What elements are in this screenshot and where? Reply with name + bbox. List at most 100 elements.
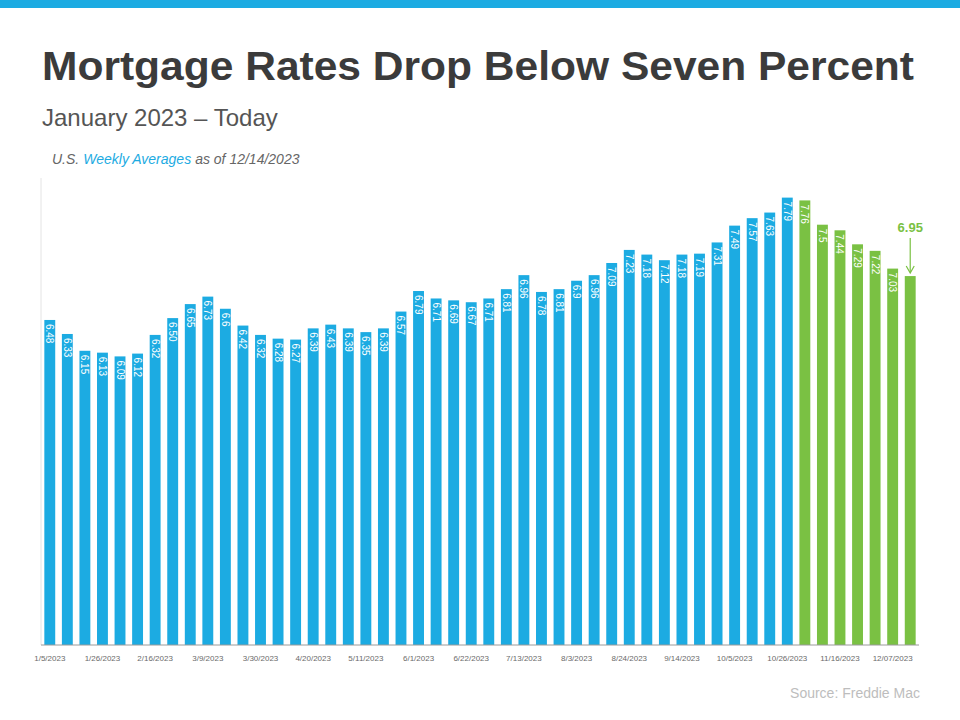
bar	[518, 275, 529, 645]
x-tick-label: 8/24/2023	[611, 654, 647, 663]
bar	[115, 356, 126, 645]
bar	[799, 200, 810, 645]
data-label: 6.33	[62, 338, 73, 358]
bar	[44, 320, 55, 645]
bars	[44, 198, 915, 645]
data-label: 6.13	[97, 357, 108, 377]
bar	[536, 292, 547, 645]
data-label: 7.09	[606, 267, 617, 287]
bar	[255, 335, 266, 645]
data-label: 6.6	[220, 313, 231, 327]
x-tick-label: 6/22/2023	[453, 654, 489, 663]
bar	[764, 213, 775, 645]
data-label: 6.09	[115, 360, 126, 380]
subtitle: January 2023 – Today	[42, 104, 278, 131]
bar	[887, 269, 898, 645]
bar	[308, 328, 319, 645]
bar	[132, 354, 143, 645]
bar	[641, 255, 652, 645]
data-label: 6.42	[237, 330, 248, 350]
data-label: 6.73	[202, 301, 213, 321]
data-label: 6.96	[518, 279, 529, 299]
x-tick-label: 1/26/2023	[85, 654, 121, 663]
annotation-arrowhead	[906, 266, 914, 273]
data-label: 6.57	[395, 316, 406, 336]
bar	[396, 312, 407, 645]
bar	[571, 281, 582, 645]
data-label: 7.57	[747, 222, 758, 242]
data-label: 6.39	[308, 332, 319, 352]
bar	[905, 276, 916, 645]
data-label: 6.32	[150, 339, 161, 359]
data-label: 7.29	[852, 248, 863, 268]
bar	[202, 297, 213, 645]
data-label: 7.44	[834, 234, 845, 254]
bar	[624, 250, 635, 645]
data-label: 7.12	[659, 264, 670, 284]
x-tick-label: 6/1/2023	[403, 654, 435, 663]
data-label: 7.5	[817, 229, 828, 243]
bar	[870, 251, 881, 645]
bar	[378, 328, 389, 645]
title: Mortgage Rates Drop Below Seven Percent	[42, 44, 914, 88]
data-label: 6.43	[325, 329, 336, 349]
note-part: Weekly Averages	[83, 151, 191, 167]
data-label: 7.49	[729, 230, 740, 250]
note-part: U.S.	[52, 151, 79, 167]
bar	[431, 298, 442, 645]
data-label: 7.03	[887, 273, 898, 293]
data-label: 6.35	[360, 336, 371, 356]
bar	[273, 339, 284, 645]
annotation-arrow	[910, 238, 911, 272]
data-label: 6.81	[554, 293, 565, 313]
data-label: 6.96	[589, 279, 600, 299]
data-label: 6.95	[898, 220, 923, 235]
bar	[554, 289, 565, 645]
data-label: 6.27	[290, 344, 301, 364]
data-label: 6.50	[167, 322, 178, 342]
bar	[448, 300, 459, 645]
note-part: as of 12/14/2023	[195, 151, 300, 167]
bar	[694, 254, 705, 645]
x-tick-label: 3/30/2023	[243, 654, 279, 663]
data-label: 7.22	[870, 255, 881, 275]
bar	[483, 298, 494, 645]
top-stripe	[0, 0, 960, 8]
bar	[413, 291, 424, 645]
x-tick-label: 10/26/2023	[767, 654, 808, 663]
bar	[729, 226, 740, 645]
data-label: 6.79	[413, 295, 424, 315]
bar	[150, 335, 161, 645]
data-label: 6.81	[501, 293, 512, 313]
x-tick-label: 7/13/2023	[506, 654, 542, 663]
bar	[360, 332, 371, 645]
x-tick-label: 8/3/2023	[561, 654, 593, 663]
data-label: 7.18	[676, 259, 687, 279]
x-tick-label: 11/16/2023	[820, 654, 860, 663]
bar	[290, 340, 301, 645]
data-label: 6.39	[378, 332, 389, 352]
x-tick-label: 5/11/2023	[348, 654, 384, 663]
data-label: 6.69	[448, 304, 459, 324]
data-label: 6.32	[255, 339, 266, 359]
data-label: 6.39	[343, 332, 354, 352]
bar	[659, 260, 670, 645]
data-label: 6.71	[483, 302, 494, 322]
bar	[97, 353, 108, 645]
x-tick-label: 9/14/2023	[664, 654, 700, 663]
note: U.S.Weekly Averagesas of 12/14/2023	[52, 151, 300, 167]
bar	[62, 334, 73, 645]
bar	[782, 198, 793, 645]
bar	[606, 263, 617, 645]
data-label: 6.28	[273, 343, 284, 363]
x-tick-label: 10/5/2023	[717, 654, 753, 663]
x-tick-label: 1/5/2023	[34, 654, 66, 663]
chart: Mortgage Rates Drop Below Seven Percent J…	[0, 0, 960, 720]
data-label: 7.63	[764, 217, 775, 237]
data-label: 7.31	[712, 246, 723, 266]
bar	[237, 326, 248, 645]
data-label: 6.48	[44, 324, 55, 344]
bar	[712, 242, 723, 645]
data-label: 6.65	[185, 308, 196, 328]
bar	[466, 302, 477, 645]
